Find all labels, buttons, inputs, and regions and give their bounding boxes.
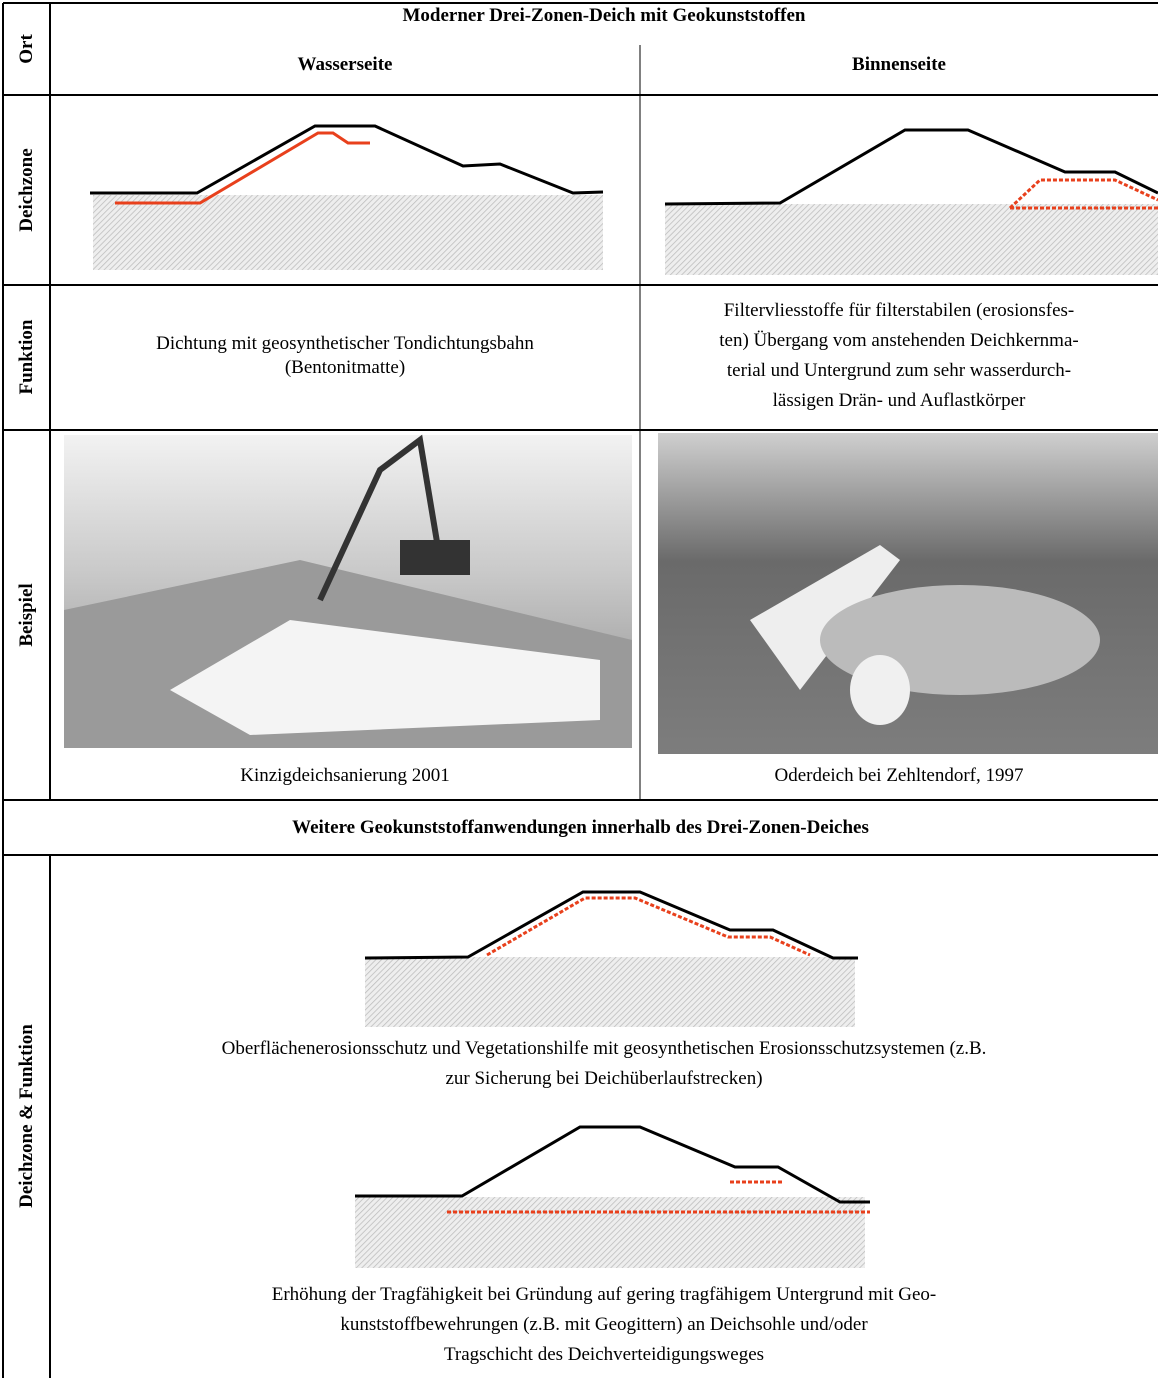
dike-diagram-binnenseite xyxy=(665,130,1158,275)
section-text: Oberflächenerosionsschutz und Vegetation… xyxy=(50,1034,1158,1094)
dike-diagram-erosion xyxy=(365,892,858,1027)
row-label: Ort xyxy=(16,34,38,64)
text-line: Tragschicht des Deichverteidigungsweges xyxy=(50,1340,1158,1370)
text-line: (Bentonitmatte) xyxy=(50,356,640,380)
dike-diagram-bewehrung xyxy=(355,1127,870,1268)
row-label: Deichzone & Funktion xyxy=(16,1024,38,1208)
section-text: Erhöhung der Tragfähigkeit bei Gründung … xyxy=(50,1280,1158,1370)
photo-caption: Oderdeich bei Zehltendorf, 1997 xyxy=(640,764,1158,788)
dike-diagram-wasserseite xyxy=(90,126,603,270)
text-line: Oberflächenerosionsschutz und Vegetation… xyxy=(50,1034,1158,1064)
function-text: Filtervliesstoffe für filterstabilen (er… xyxy=(640,296,1158,416)
text-line: zur Sicherung bei Deichüberlaufstrecken) xyxy=(50,1064,1158,1094)
text-line: lässigen Drän- und Auflastkörper xyxy=(640,386,1158,416)
photo-kinzig xyxy=(64,435,632,748)
section-title: Weitere Geokunststoffanwendungen innerha… xyxy=(3,816,1158,840)
column-header: Binnenseite xyxy=(640,53,1158,77)
table-title: Moderner Drei-Zonen-Deich mit Geokunstst… xyxy=(50,4,1158,28)
text-line: Erhöhung der Tragfähigkeit bei Gründung … xyxy=(50,1280,1158,1310)
page: Drei-Zonen-Deich html, body { margin: 0;… xyxy=(0,0,1158,1378)
row-label: Funktion xyxy=(16,320,38,395)
text-line: Dichtung mit geosynthetischer Tondichtun… xyxy=(50,332,640,356)
photo-caption: Kinzigdeichsanierung 2001 xyxy=(50,764,640,788)
document: {"header": {"title": "Moderner Drei-Zone… xyxy=(0,0,1158,1378)
column-header: Wasserseite xyxy=(50,53,640,77)
text-line: kunststoffbewehrungen (z.B. mit Geogitte… xyxy=(50,1310,1158,1340)
layout-art xyxy=(0,0,1158,1378)
row-label: Beispiel xyxy=(16,583,38,646)
photo-oder xyxy=(658,433,1158,754)
function-text: Dichtung mit geosynthetischer Tondichtun… xyxy=(50,332,640,380)
text-line: ten) Übergang vom anstehenden Deichkernm… xyxy=(640,326,1158,356)
text-line: terial und Untergrund zum sehr wasserdur… xyxy=(640,356,1158,386)
text-line: Filtervliesstoffe für filterstabilen (er… xyxy=(640,296,1158,326)
row-label: Deichzone xyxy=(16,148,38,231)
